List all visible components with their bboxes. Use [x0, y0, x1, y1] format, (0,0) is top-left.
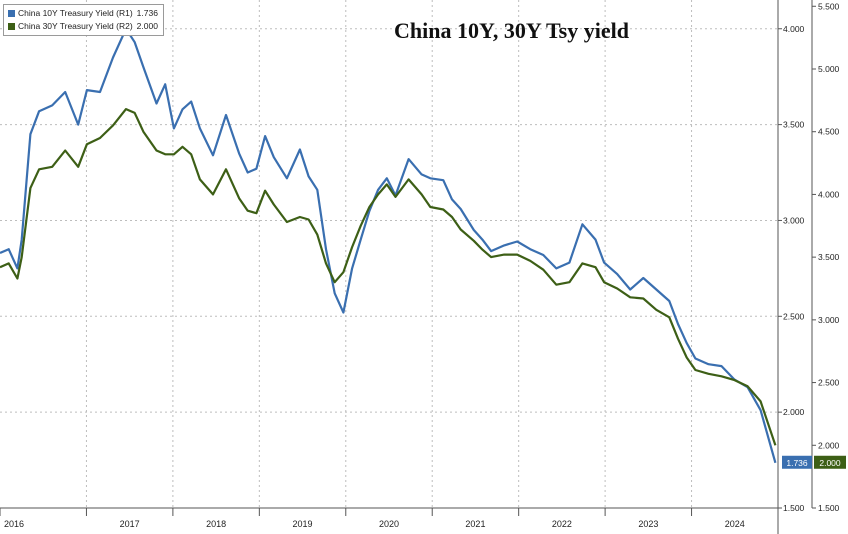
legend-entry-30y: China 30Y Treasury Yield (R2) 2.000: [8, 20, 158, 33]
legend-value-10y: 1.736: [136, 8, 158, 18]
chart-legend: China 10Y Treasury Yield (R1) 1.736 Chin…: [3, 4, 164, 36]
r1-axis-tick-label: 3.500: [783, 120, 805, 130]
legend-entry-10y: China 10Y Treasury Yield (R1) 1.736: [8, 7, 158, 20]
x-axis-tick-label: 2017: [120, 519, 140, 529]
x-axis-tick-label: 2020: [379, 519, 399, 529]
r2-axis-tick-label: 4.000: [818, 189, 840, 199]
r1-axis-tick-label: 2.000: [783, 407, 805, 417]
r1-axis-tick-label: 4.000: [783, 24, 805, 34]
r1-axis-tick-label: 1.500: [783, 503, 805, 513]
legend-value-30y: 2.000: [136, 21, 158, 31]
r2-axis-tick-label: 1.500: [818, 503, 840, 513]
x-axis-tick-label: 2022: [552, 519, 572, 529]
r1-axis-tick-label: 3.000: [783, 215, 805, 225]
r2-axis-tick-label: 5.000: [818, 64, 840, 74]
r2-axis-tick-label: 3.000: [818, 315, 840, 325]
r2-axis-tick-label: 3.500: [818, 252, 840, 262]
x-axis-tick-label: 2024: [725, 519, 745, 529]
plot-area: [0, 0, 778, 508]
x-axis-tick-label: 2021: [465, 519, 485, 529]
legend-label-30y: China 30Y Treasury Yield (R2): [18, 21, 133, 31]
chart-title: China 10Y, 30Y Tsy yield: [394, 18, 629, 43]
last-value-tag-30y: [814, 455, 846, 469]
x-axis-tick-label: 2023: [638, 519, 658, 529]
last-value-label-30y: 2.000: [819, 458, 841, 468]
legend-swatch-10y: [8, 10, 15, 17]
r1-axis-tick-label: 2.500: [783, 311, 805, 321]
x-axis-tick-label: 2019: [293, 519, 313, 529]
last-value-tag-10y: [782, 455, 812, 469]
x-axis-tick-label: 2018: [206, 519, 226, 529]
r2-axis-tick-label: 4.500: [818, 127, 840, 137]
r2-axis-tick-label: 5.500: [818, 1, 840, 11]
r2-axis-tick-label: 2.000: [818, 440, 840, 450]
legend-label-10y: China 10Y Treasury Yield (R1): [18, 8, 133, 18]
series-line-30y: [0, 107, 777, 446]
legend-swatch-30y: [8, 23, 15, 30]
r2-axis-tick-label: 2.500: [818, 378, 840, 388]
x-axis-tick-label: 2016: [4, 519, 24, 529]
last-value-label-10y: 1.736: [786, 458, 808, 468]
